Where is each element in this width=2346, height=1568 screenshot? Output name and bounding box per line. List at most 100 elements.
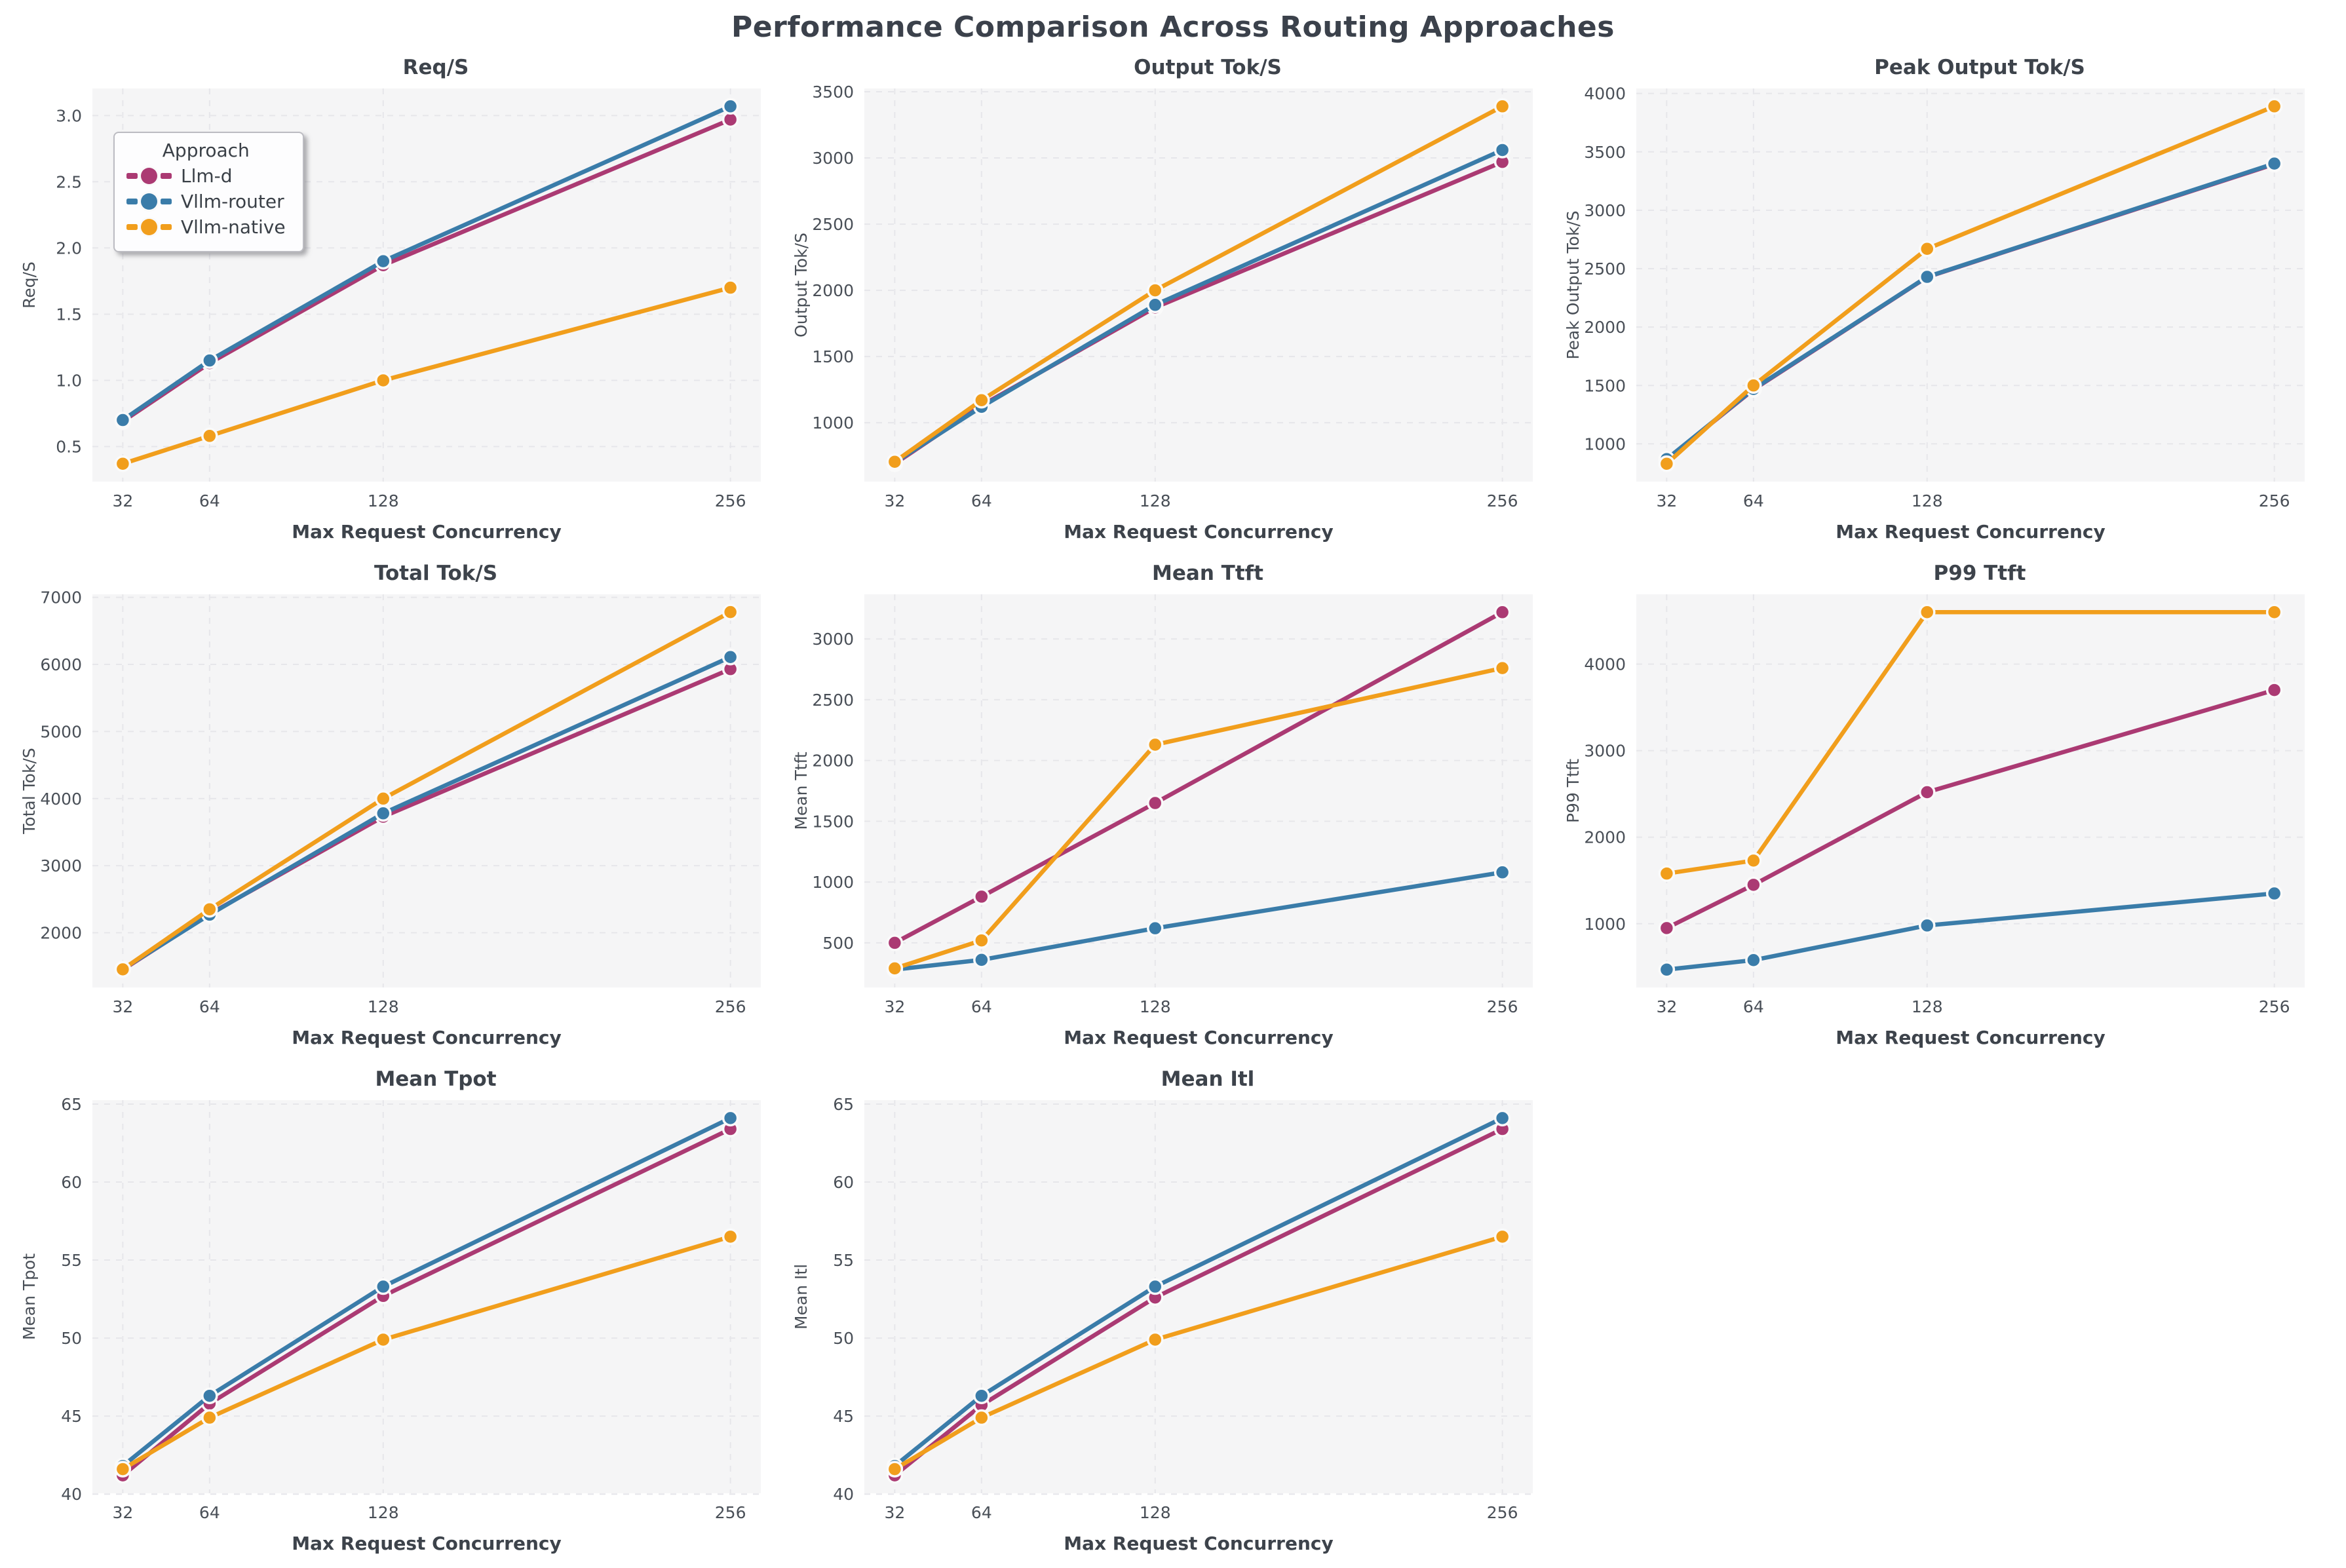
y-axis-label: Mean Itl	[792, 1264, 811, 1329]
x-tick-label: 128	[1912, 997, 1943, 1016]
data-point	[2265, 603, 2283, 621]
series-line	[121, 1126, 733, 1478]
series-line	[121, 104, 733, 423]
chart-canvas: 32 64 128 256 2000 3000 4000 5000 6000 7000 Max Re…	[20, 588, 761, 1048]
y-tick-label: 1500	[1584, 376, 1626, 395]
data-point	[1745, 852, 1762, 870]
x-tick-label: 256	[715, 997, 746, 1016]
subplot-title: Mean Itl	[1161, 1067, 1255, 1091]
series-line	[893, 666, 1505, 971]
series-line	[893, 1234, 1505, 1472]
x-tick-label: 128	[368, 997, 399, 1016]
x-tick-label: 256	[1487, 491, 1518, 510]
data-point	[201, 1409, 218, 1426]
subplot-mean-tpot: Mean Tpot 32 64 128 256 40 45 50 55 60 65 Max Requ…	[15, 1061, 787, 1564]
data-point	[973, 1409, 990, 1426]
series-vllm-router	[886, 1109, 1511, 1475]
series-line	[121, 1234, 733, 1472]
subplot-title: Mean Ttft	[1152, 562, 1263, 585]
data-point	[1147, 919, 1164, 937]
x-tick-label: 32	[112, 997, 133, 1016]
data-point	[721, 279, 739, 296]
subplot-p99-ttft: P99 Ttft 32 64 128 256 1000 2000 3000 4000 Max R…	[1559, 555, 2331, 1058]
subplot-title: P99 Ttft	[1933, 562, 2026, 585]
data-point	[1493, 659, 1511, 677]
y-tick-label: 2000	[40, 924, 82, 943]
x-tick-label: 32	[884, 491, 905, 510]
x-tick-label: 32	[884, 997, 905, 1016]
y-tick-label: 60	[61, 1173, 82, 1192]
tick-labels: 32 64 128 256 1000 1500 2000 2500 3000 3500 4000	[1584, 85, 2290, 510]
series-line	[1664, 891, 2277, 972]
empty-cell	[1559, 1061, 2331, 1564]
data-point	[201, 352, 218, 369]
chart-canvas: 32 64 128 256 40 45 50 55 60 65 Max Request Concur…	[792, 1095, 1533, 1554]
x-tick-label: 32	[112, 491, 133, 510]
data-point	[1658, 919, 1676, 937]
y-tick-label: 1.5	[56, 305, 82, 324]
data-point	[114, 455, 132, 472]
chart-canvas: 32 64 128 256 1000 2000 3000 4000 Max Request Co…	[1564, 594, 2305, 1048]
x-tick-label: 32	[1656, 491, 1677, 510]
plot-background	[92, 594, 761, 987]
legend-label: Vllm-router	[181, 191, 284, 212]
y-tick-label: 55	[833, 1251, 854, 1270]
legend-title: Approach	[162, 140, 250, 161]
y-tick-label: 3000	[812, 149, 854, 168]
figure-title: Performance Comparison Across Routing Ap…	[731, 10, 1615, 44]
data-point	[1147, 736, 1164, 754]
legend-label: Llm-d	[181, 165, 233, 187]
data-point	[114, 1461, 132, 1478]
y-tick-label: 50	[61, 1329, 82, 1348]
data-point	[1919, 268, 1936, 286]
y-tick-label: 4000	[40, 790, 82, 809]
data-point	[375, 1331, 392, 1348]
subplot-total-tok-s: Total Tok/S 32 64 128 256 2000 3000 4000 5000 60…	[15, 555, 787, 1058]
y-tick-label: 60	[833, 1173, 854, 1192]
data-point	[886, 934, 904, 951]
x-tick-label: 128	[368, 1503, 399, 1522]
tick-labels: 32 64 128 256 0.5 1.0 1.5 2.0 2.5 3.0	[56, 106, 746, 510]
y-tick-label: 2500	[812, 215, 854, 234]
x-tick-label: 256	[2259, 491, 2290, 510]
y-tick-label: 2000	[1584, 318, 1626, 337]
x-tick-label: 32	[112, 1503, 133, 1522]
data-point	[2265, 885, 2283, 902]
series-vllm-native	[1658, 98, 2283, 472]
data-point	[2265, 98, 2283, 115]
legend-marker-vllm-router	[126, 193, 172, 210]
chart-canvas: 32 64 128 256 1000 1500 2000 2500 3000 3500 Max Re…	[792, 83, 1533, 543]
y-axis-label: Output Tok/S	[792, 233, 811, 337]
data-point	[2265, 155, 2283, 172]
y-tick-label: 45	[61, 1407, 82, 1426]
legend-item-llm-d: Llm-d	[126, 165, 286, 187]
data-point	[1745, 377, 1762, 394]
series-line	[893, 1126, 1505, 1478]
y-tick-label: 2000	[1584, 828, 1626, 847]
x-tick-label: 64	[1743, 997, 1764, 1016]
data-point	[375, 1278, 392, 1295]
x-axis-label: Max Request Concurrency	[292, 521, 562, 543]
data-point	[721, 648, 739, 666]
x-axis-label: Max Request Concurrency	[1064, 521, 1334, 543]
tick-labels: 32 64 128 256 1000 2000 3000 4000	[1584, 655, 2290, 1016]
y-tick-label: 2000	[812, 281, 854, 300]
legend-marker-llm-d	[126, 168, 172, 184]
tick-labels: 32 64 128 256 2000 3000 4000 5000 6000 7000	[40, 588, 746, 1016]
x-tick-label: 64	[971, 491, 992, 510]
series-line	[893, 104, 1505, 464]
y-tick-label: 65	[833, 1095, 854, 1114]
series-line	[893, 870, 1505, 972]
x-axis-label: Max Request Concurrency	[1836, 521, 2106, 543]
series-vllm-native	[886, 1228, 1511, 1478]
data-point	[1919, 240, 1936, 258]
data-point	[1919, 603, 1936, 621]
x-tick-label: 64	[199, 997, 220, 1016]
y-axis-label: Mean Ttft	[792, 752, 811, 830]
x-tick-label: 64	[199, 1503, 220, 1522]
data-point	[1919, 917, 1936, 934]
y-axis-label: Mean Tpot	[20, 1253, 39, 1340]
data-point	[114, 961, 132, 978]
x-tick-label: 128	[368, 491, 399, 510]
data-point	[721, 1109, 739, 1127]
